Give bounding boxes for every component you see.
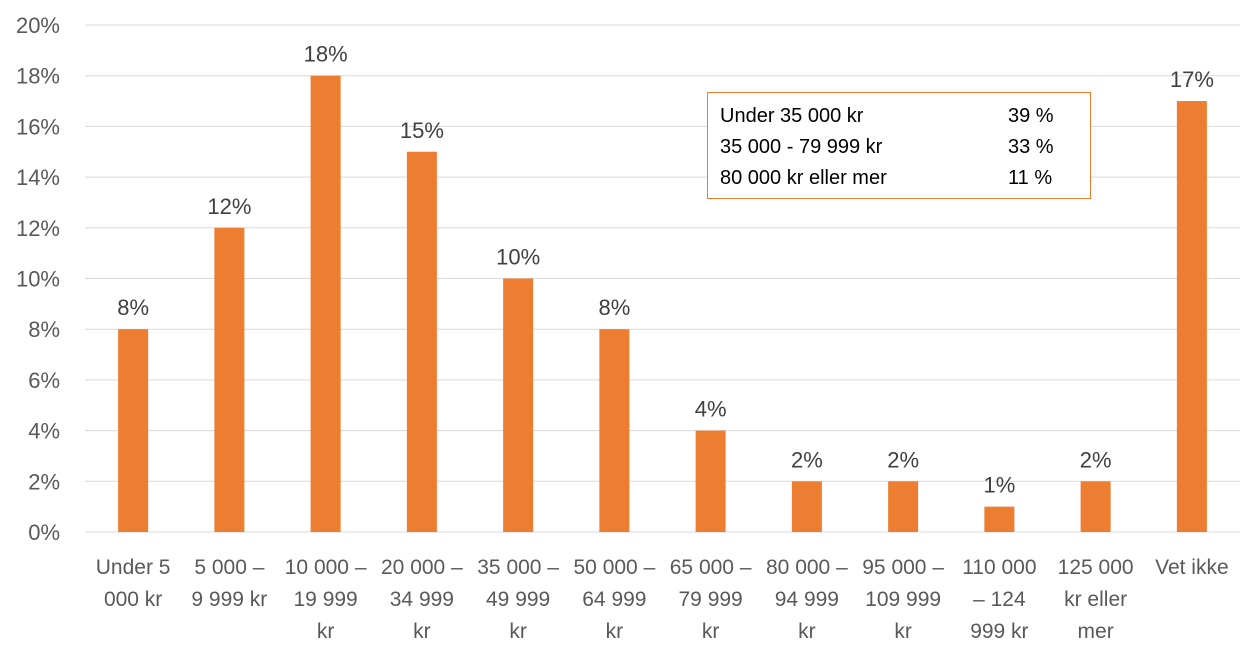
x-category-line: 20 000 – xyxy=(381,556,463,579)
x-category-line: 110 000 xyxy=(962,556,1036,579)
y-tick-label: 10% xyxy=(16,267,60,292)
bar xyxy=(503,278,534,532)
summary-label: Under 35 000 kr xyxy=(720,105,864,127)
x-category-line: Under 5 xyxy=(96,556,171,579)
x-category-line: 49 999 xyxy=(486,588,550,611)
y-tick-label: 2% xyxy=(28,469,60,494)
summary-label: 80 000 kr eller mer xyxy=(720,167,887,189)
x-category-line: mer xyxy=(1078,620,1114,643)
x-category-line: 65 000 – xyxy=(670,556,752,579)
x-category-line: 80 000 – xyxy=(766,556,848,579)
x-category-label: Under 5 000 kr xyxy=(96,556,171,611)
x-category-line: 5 000 – xyxy=(194,556,264,579)
y-tick-label: 8% xyxy=(28,317,60,342)
y-tick-label: 16% xyxy=(16,114,60,139)
data-label: 17% xyxy=(1170,67,1214,92)
x-category-label: 20 000 – 34 999 kr xyxy=(381,556,463,643)
data-label: 10% xyxy=(496,245,540,270)
bar xyxy=(118,329,149,532)
x-category-line: kr eller xyxy=(1064,588,1127,611)
gridlines xyxy=(85,24,1240,533)
x-category-line: 79 999 xyxy=(679,588,743,611)
bar xyxy=(1080,481,1111,532)
bar xyxy=(406,151,437,532)
x-category-label: 5 000 – 9 999 kr xyxy=(191,556,267,611)
summary-value: 33 % xyxy=(1008,136,1054,158)
bar xyxy=(791,481,822,532)
summary-row: Under 35 000 kr 39 % xyxy=(720,101,1090,132)
x-category-line: kr xyxy=(509,620,527,643)
x-category-line: kr xyxy=(702,620,720,643)
x-category-label: 10 000 – 19 999 kr xyxy=(285,556,367,643)
x-category-line: Vet ikke xyxy=(1155,556,1229,579)
x-category-label: 95 000 – 109 999 kr xyxy=(862,556,944,643)
x-category-line: 95 000 – xyxy=(862,556,944,579)
x-category-label: 50 000 – 64 999 kr xyxy=(574,556,656,643)
x-category-line: kr xyxy=(413,620,431,643)
x-category-label: 80 000 – 94 999 kr xyxy=(766,556,848,643)
data-labels: 8% 12% 18% 15% 10% 8% 4% 2% 2% 1% 2% 17% xyxy=(117,42,1214,498)
data-label: 2% xyxy=(887,447,919,472)
summary-label: 35 000 - 79 999 kr xyxy=(720,136,883,158)
bar xyxy=(310,75,341,532)
y-tick-label: 0% xyxy=(28,520,60,545)
x-category-line: 94 999 xyxy=(775,588,839,611)
x-category-line: – 124 xyxy=(973,588,1026,611)
summary-value: 11 % xyxy=(1008,167,1053,189)
y-tick-label: 4% xyxy=(28,419,60,444)
x-category-line: 000 kr xyxy=(104,588,162,611)
summary-row: 80 000 kr eller mer 11 % xyxy=(720,163,1090,194)
x-category-line: 50 000 – xyxy=(574,556,656,579)
x-category-label: Vet ikke xyxy=(1155,556,1229,579)
x-category-line: 64 999 xyxy=(582,588,646,611)
summary-row: 35 000 - 79 999 kr 33 % xyxy=(720,132,1090,163)
y-tick-label: 12% xyxy=(16,216,60,241)
bar xyxy=(695,430,726,532)
bar xyxy=(1176,101,1207,533)
x-category-line: kr xyxy=(606,620,624,643)
summary-value: 39 % xyxy=(1008,105,1054,127)
x-category-line: 10 000 – xyxy=(285,556,367,579)
x-category-line: 9 999 kr xyxy=(191,588,267,611)
x-category-line: kr xyxy=(317,620,335,643)
bars xyxy=(118,75,1207,533)
x-category-line: kr xyxy=(798,620,816,643)
summary-box: Under 35 000 kr 39 % 35 000 - 79 999 kr … xyxy=(707,92,1091,199)
x-category-label: 35 000 – 49 999 kr xyxy=(477,556,559,643)
data-label: 12% xyxy=(207,194,251,219)
data-label: 2% xyxy=(791,447,823,472)
x-category-line: 109 999 xyxy=(865,588,941,611)
y-tick-label: 14% xyxy=(16,165,60,190)
x-category-line: 999 kr xyxy=(970,620,1028,643)
x-axis-categories: Under 5 000 kr 5 000 – 9 999 kr 10 000 – 19 9… xyxy=(96,556,1229,643)
data-label: 4% xyxy=(695,397,727,422)
x-category-line: 19 999 xyxy=(294,588,358,611)
x-category-line: 35 000 – xyxy=(477,556,559,579)
bar xyxy=(888,481,919,532)
data-label: 2% xyxy=(1080,447,1112,472)
y-tick-label: 20% xyxy=(16,13,60,38)
x-category-label: 125 000 kr eller mer xyxy=(1058,556,1134,643)
y-axis-ticks: 0% 2% 4% 6% 8% 10% 12% 14% 16% 18% 20% xyxy=(16,13,60,545)
bar xyxy=(599,329,630,532)
y-tick-label: 18% xyxy=(16,64,60,89)
x-category-line: 125 000 xyxy=(1058,556,1134,579)
x-category-line: 34 999 xyxy=(390,588,454,611)
data-label: 8% xyxy=(117,295,149,320)
bar xyxy=(214,227,245,533)
data-label: 8% xyxy=(598,295,630,320)
data-label: 18% xyxy=(304,42,348,67)
y-tick-label: 6% xyxy=(28,368,60,393)
x-category-label: 110 000 – 124 999 kr xyxy=(962,556,1036,643)
bar xyxy=(984,506,1015,532)
data-label: 15% xyxy=(400,118,444,143)
x-category-label: 65 000 – 79 999 kr xyxy=(670,556,752,643)
x-category-line: kr xyxy=(894,620,912,643)
data-label: 1% xyxy=(983,473,1015,498)
